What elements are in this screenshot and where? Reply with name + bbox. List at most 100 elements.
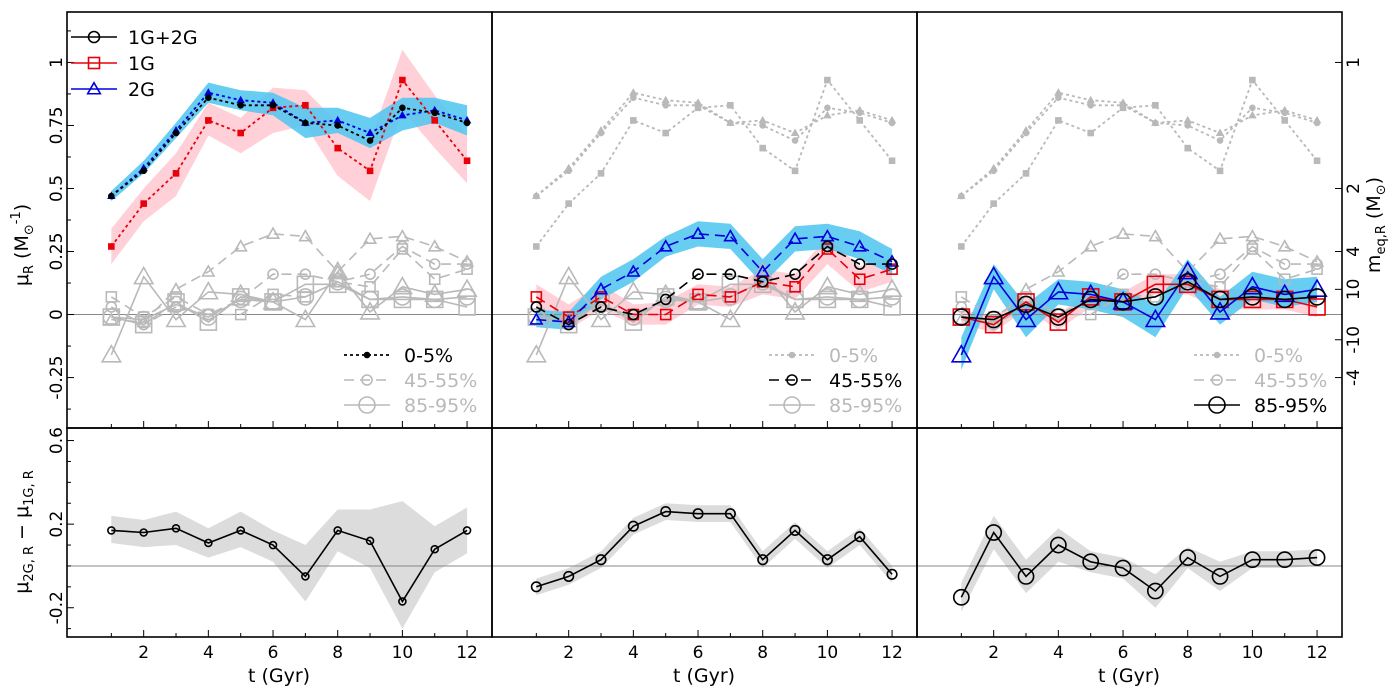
panel-2-2g-series-line [536, 233, 893, 323]
panel-3-1g-series-line [961, 283, 1318, 326]
panel-3-grey-1-all-point [1152, 119, 1159, 127]
panel-1-grey-2-2g-line [111, 233, 468, 323]
legend-style-marker [783, 396, 801, 414]
panel-1-2g-series-point [365, 128, 375, 136]
panel-2-1g-series-point [853, 273, 866, 286]
panel-2-grey-1-1g [533, 76, 896, 250]
panel-1-grey-3-1g-line [111, 283, 468, 326]
xtick-label: 10 [1242, 643, 1264, 663]
panel-1-1g-series-point [172, 170, 180, 177]
panel-2-grey-3-2g-point [558, 265, 580, 285]
panel-1-grey-2-2g-point [395, 229, 410, 242]
panel-1-grey-3-all-point [231, 290, 250, 309]
panel-3-all-series [952, 272, 1326, 329]
panel-1-1g-series-point [205, 117, 212, 124]
panel-1-diff-series [107, 524, 472, 606]
legend-styles-panel-1: 0-5% 45-55% 85-95% [344, 345, 477, 417]
panel-3-grey-2-2g-point [1148, 229, 1163, 242]
panel-1-grey-3-all-point [264, 293, 282, 311]
frame-bottom-2 [491, 427, 918, 638]
band-1g-panel-2 [536, 236, 893, 330]
panel-3-grey-2-2g-line [961, 233, 1318, 323]
legend-style-marker [363, 351, 371, 359]
panel-2-1g-series-point [692, 288, 704, 301]
panel-1-all-series-point [366, 137, 374, 144]
panel-3-diff-series-point [1049, 536, 1067, 554]
xtick-label: 4 [1053, 643, 1064, 663]
panel-3-2g-series-point [1209, 301, 1231, 320]
panel-3-2g-series-point [1241, 275, 1263, 295]
panel-2-1g-series-point [886, 263, 898, 275]
panel-2-grey-1-all [533, 94, 896, 200]
panel-1-diff-series-point [398, 597, 407, 606]
panel-1-grey-3-2g-point [327, 260, 349, 280]
panel-3-grey-1-all-point [1087, 101, 1094, 109]
top-ylabel-unit-sup: -1 [9, 211, 24, 224]
panel-1-all-series-point [237, 101, 244, 109]
panel-2-all-series [530, 240, 898, 331]
panel-2-2g-series-point [593, 281, 609, 295]
panel-3-grey-1-2g-point [1183, 115, 1192, 124]
panel-1-all-series-point [108, 192, 115, 200]
panel-3-grey-2-2g-point [1277, 239, 1292, 252]
panel-3-all-series-point [1243, 288, 1262, 306]
panel-2-diff-series-point [530, 581, 542, 593]
panel-1-grey-3-all [102, 272, 476, 329]
panel-2-grey-1-1g-point [662, 129, 669, 137]
panel-1-diff-series-point [204, 538, 213, 548]
panel-2-2g-series-point [723, 229, 738, 242]
panel-1-2g-series-line [110, 91, 468, 197]
panel-2-grey-3-all-point [883, 288, 901, 306]
panel-3-grey-2-2g-point [1083, 239, 1098, 252]
panel-3-diff-series-point [1114, 559, 1132, 577]
panel-1-1g-series-line [110, 78, 468, 248]
right-ylabel-sub: eq,R [1374, 225, 1389, 254]
ytick-right-label: -4 [1344, 369, 1364, 386]
panel-3-grey-1-1g [958, 76, 1321, 250]
xtick-label: 12 [881, 643, 903, 663]
xtick-label: 4 [203, 643, 214, 663]
panel-3-grey-1-1g-point [1152, 101, 1159, 109]
panel-1-grey-2-all-point [428, 258, 441, 270]
panel-2-grey-1-2g-point [629, 88, 638, 96]
panel-3-grey-2-2g-point [1212, 231, 1228, 245]
panel-2-diff-series-point [563, 570, 575, 582]
xtick-label: 12 [1306, 643, 1328, 663]
xlabel-panel-3: t (Gyr) [1098, 665, 1160, 687]
panel-3-grey-1-1g-point [990, 200, 997, 207]
panel-2-diff-series-point [595, 554, 607, 566]
panel-2-diff-series-point [886, 568, 898, 580]
panel-2-1g-series-point [659, 308, 672, 321]
panel-3-all-series-point [1081, 290, 1100, 309]
band-diff-panel-1 [111, 501, 468, 629]
panel-1-grey-3-all-point [102, 308, 121, 326]
panel-3-grey-1-all [958, 94, 1321, 200]
panel-3-diff-series [952, 524, 1326, 606]
panel-2-diff-series-point [854, 531, 866, 543]
panel-2-all-series-point [756, 275, 769, 288]
panel-2-diff-series-point [789, 524, 801, 536]
panel-1-1g-series-point [237, 129, 244, 137]
panel-2-grey-1-1g-point [791, 167, 799, 175]
panel-3-grey-2-all-point [1214, 268, 1226, 281]
panel-1-all-series-line [110, 96, 468, 197]
panel-3-grey-2-all-point [955, 301, 968, 313]
panel-1-diff-series-point [430, 544, 440, 554]
top-ylabel-unit-sub: ⊙ [22, 224, 37, 235]
panel-2-grey-1-1g-point [759, 144, 767, 152]
legend-style-label: 85-95% [1254, 395, 1327, 417]
panel-2-grey-1-all-point [597, 129, 605, 137]
panel-1-grey-2-1g-line [110, 247, 468, 319]
panel-2-grey-3-1g-point [883, 298, 901, 316]
panel-2-grey-1-2g-point [758, 115, 767, 124]
panel-1-grey-3-all-point [458, 288, 476, 306]
ytick-right-label: 1 [1344, 57, 1364, 68]
panel-2-all-series-point [886, 258, 898, 270]
panel-2-2g-series-point [852, 239, 867, 252]
panel-2-all-series-point [659, 293, 672, 306]
right-ylabel-unit-pre: (M [1363, 195, 1385, 225]
panel-1-diff-series-point [139, 528, 148, 537]
panel-2-all-series-point [821, 240, 834, 253]
panel-2-grey-1-all-point [630, 94, 637, 102]
panel-1-grey-2-all-point [364, 268, 376, 281]
